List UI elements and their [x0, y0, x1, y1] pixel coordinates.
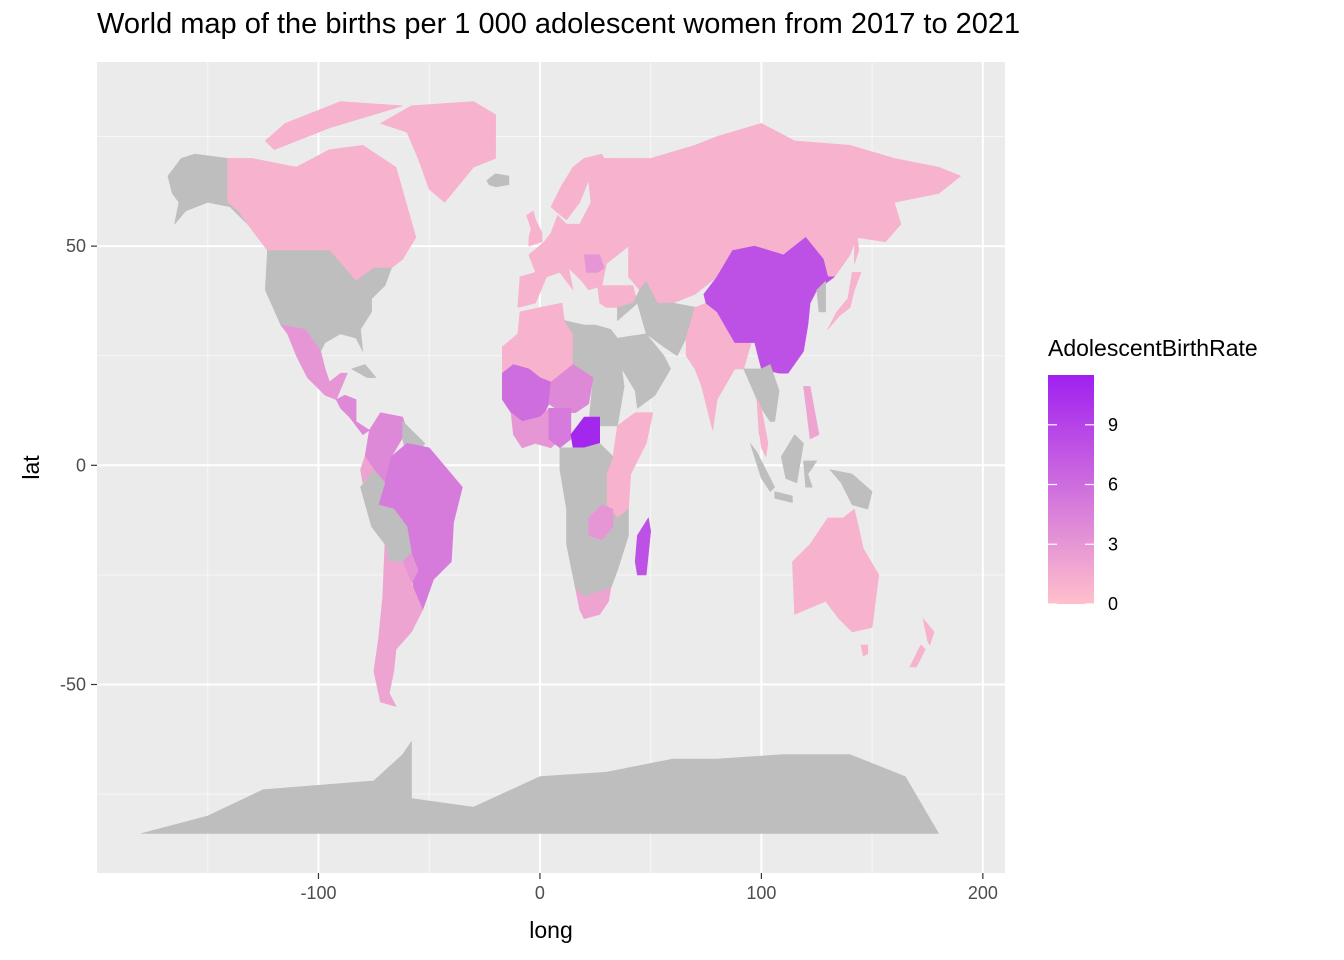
- region-united-kingdom: [526, 210, 543, 247]
- region-scandinavia: [550, 153, 607, 221]
- region-new-zealand-north: [922, 618, 935, 646]
- region-java: [774, 491, 793, 503]
- region-japan: [827, 272, 862, 330]
- legend-tick-label: 6: [1108, 475, 1118, 495]
- y-tick-label: 50: [66, 236, 86, 256]
- region-sumatra: [749, 443, 776, 492]
- legend-tick-label: 3: [1108, 534, 1118, 554]
- region-west-africa: [501, 364, 552, 422]
- region-sakhalin: [854, 228, 860, 265]
- region-new-zealand-south: [909, 644, 926, 668]
- region-southern-africa: [575, 587, 612, 620]
- region-mexico: [280, 324, 348, 400]
- x-tick-label: -100: [300, 883, 336, 903]
- region-antarctica: [141, 741, 939, 834]
- legend-tick-label: 9: [1108, 415, 1118, 435]
- region-chile-and-argentina: [373, 543, 423, 707]
- y-tick-label: 0: [76, 455, 86, 475]
- region-caribbean: [351, 364, 377, 378]
- region-nigeria: [548, 407, 572, 449]
- legend-colorbar: [1048, 375, 1094, 604]
- x-axis-title: long: [529, 917, 572, 943]
- region-iceland: [486, 173, 510, 188]
- x-tick-label: 0: [535, 883, 545, 903]
- y-tick-label: -50: [60, 674, 86, 694]
- y-axis-title: lat: [18, 455, 44, 480]
- region-australia: [792, 508, 880, 633]
- region-madagascar: [634, 517, 652, 576]
- region-china: [703, 237, 835, 374]
- x-tick-label: 200: [968, 883, 998, 903]
- region-zambia: [588, 504, 614, 541]
- region-sulawesi: [803, 460, 818, 488]
- y-axis-ticks: -50 0 50: [60, 236, 97, 694]
- region-borneo: [780, 434, 804, 484]
- region-thailand-and-malaysia: [756, 399, 769, 457]
- region-tasmania: [860, 644, 869, 657]
- x-axis-ticks: -100 0 100 200: [300, 873, 998, 903]
- region-philippines: [803, 386, 820, 440]
- x-tick-label: 100: [746, 883, 776, 903]
- region-ecuador: [360, 456, 375, 484]
- region-arabian-peninsula: [617, 333, 671, 409]
- region-peru-and-bolivia: [360, 469, 412, 563]
- legend-title: AdolescentBirthRate: [1048, 335, 1258, 361]
- map-regions: [141, 101, 962, 834]
- region-korea: [816, 280, 826, 313]
- region-greenland: [380, 101, 496, 203]
- region-canadian-arctic-islands: [264, 101, 403, 150]
- legend: AdolescentBirthRate 0 3 6 9: [1048, 335, 1258, 614]
- region-middle-east: [617, 280, 698, 357]
- region-new-guinea: [829, 469, 873, 510]
- chart-title: World map of the births per 1 000 adoles…: [97, 8, 1021, 40]
- legend-tick-label: 0: [1108, 594, 1118, 614]
- legend-ticks: 0 3 6 9: [1048, 415, 1118, 614]
- region-balkans: [583, 254, 605, 273]
